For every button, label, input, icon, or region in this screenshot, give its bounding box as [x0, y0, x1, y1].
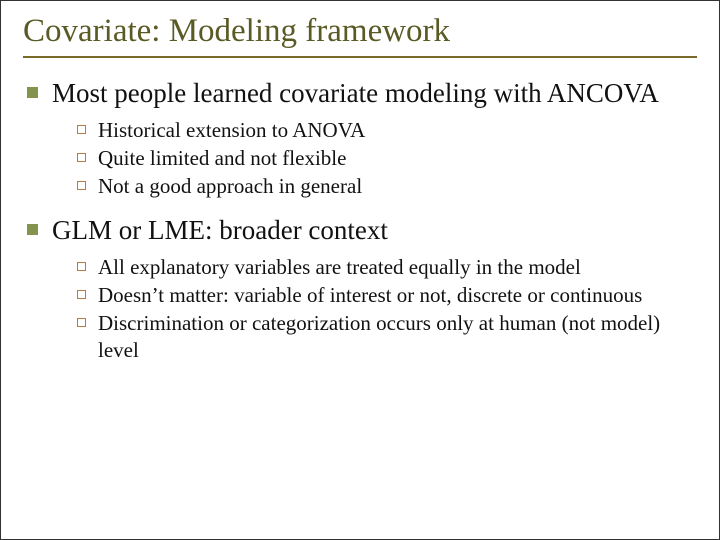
hollow-square-bullet-icon [77, 290, 86, 299]
bullet-level2: Not a good approach in general [77, 173, 697, 199]
sublist: Historical extension to ANOVA Quite limi… [77, 117, 697, 200]
hollow-square-bullet-icon [77, 153, 86, 162]
square-bullet-icon [27, 224, 38, 235]
level2-text: Doesn’t matter: variable of interest or … [98, 282, 642, 308]
level1-text: Most people learned covariate modeling w… [52, 76, 659, 111]
title-underline [23, 56, 697, 58]
level2-text: Discrimination or categorization occurs … [98, 310, 697, 363]
level2-text: Historical extension to ANOVA [98, 117, 365, 143]
hollow-square-bullet-icon [77, 262, 86, 271]
hollow-square-bullet-icon [77, 318, 86, 327]
slide-title: Covariate: Modeling framework [23, 13, 697, 50]
bullet-level2: Quite limited and not flexible [77, 145, 697, 171]
hollow-square-bullet-icon [77, 125, 86, 134]
slide: Covariate: Modeling framework Most peopl… [0, 0, 720, 540]
square-bullet-icon [27, 87, 38, 98]
bullet-level2: Doesn’t matter: variable of interest or … [77, 282, 697, 308]
level1-text: GLM or LME: broader context [52, 213, 388, 248]
level2-text: Not a good approach in general [98, 173, 362, 199]
hollow-square-bullet-icon [77, 181, 86, 190]
bullet-level2: Discrimination or categorization occurs … [77, 310, 697, 363]
bullet-level1: Most people learned covariate modeling w… [23, 76, 697, 111]
level2-text: All explanatory variables are treated eq… [98, 254, 581, 280]
bullet-level2: Historical extension to ANOVA [77, 117, 697, 143]
bullet-level1: GLM or LME: broader context [23, 213, 697, 248]
level2-text: Quite limited and not flexible [98, 145, 346, 171]
bullet-level2: All explanatory variables are treated eq… [77, 254, 697, 280]
sublist: All explanatory variables are treated eq… [77, 254, 697, 363]
